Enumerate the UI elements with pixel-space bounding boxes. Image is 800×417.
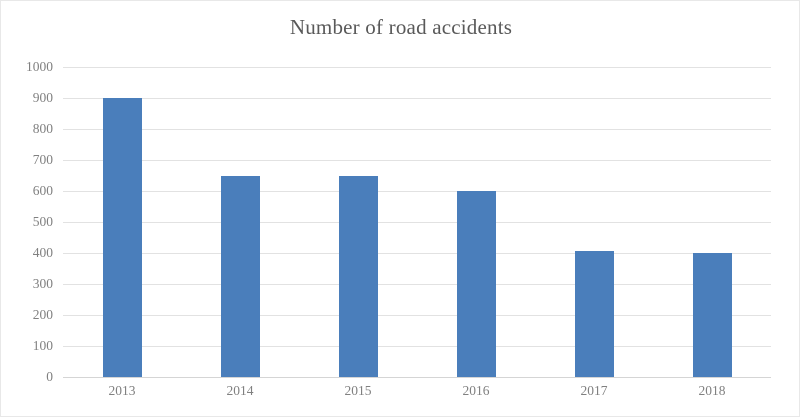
bar-2016[interactable] — [456, 191, 496, 377]
y-axis-tick-label: 1000 — [26, 59, 53, 74]
y-axis-tick-label: 400 — [32, 245, 53, 260]
gridline — [63, 191, 771, 192]
x-axis-tick-label: 2014 — [226, 383, 254, 398]
bar-2017[interactable] — [574, 251, 614, 377]
gridline — [63, 129, 771, 130]
bar-2013[interactable] — [102, 98, 142, 377]
y-axis-tick-label: 200 — [32, 307, 53, 322]
gridline — [63, 98, 771, 99]
gridline — [63, 253, 771, 254]
y-axis-tick-label: 300 — [32, 276, 53, 291]
bar-2014[interactable] — [220, 175, 260, 377]
gridline — [63, 160, 771, 161]
x-axis-tick-label: 2013 — [108, 383, 136, 398]
gridline — [63, 346, 771, 347]
bar-2015[interactable] — [338, 175, 378, 377]
gridline — [63, 284, 771, 285]
gridline — [63, 315, 771, 316]
gridline — [63, 377, 771, 378]
y-axis-tick-label: 500 — [32, 214, 53, 229]
x-axis-tick-label: 2016 — [462, 383, 490, 398]
x-axis-tick-label: 2018 — [698, 383, 726, 398]
y-axis: 1000 900 800 700 600 500 400 300 200 100 0 — [1, 59, 53, 384]
gridline — [63, 222, 771, 223]
y-axis-tick-label: 600 — [32, 183, 53, 198]
y-axis-tick-label: 800 — [32, 121, 53, 136]
x-axis-tick-label: 2017 — [580, 383, 608, 398]
y-axis-tick-label: 900 — [32, 90, 53, 105]
gridline — [63, 67, 771, 68]
plot-area — [63, 67, 771, 378]
bar-2018[interactable] — [692, 253, 732, 377]
y-axis-tick-label: 100 — [32, 338, 53, 353]
y-axis-tick-label: 0 — [46, 369, 53, 384]
y-axis-tick-label: 700 — [32, 152, 53, 167]
chart-title: Number of road accidents — [289, 15, 513, 39]
x-axis-tick-label: 2015 — [344, 383, 372, 398]
x-axis: 2013 2014 2015 2016 2017 2018 — [63, 383, 771, 407]
